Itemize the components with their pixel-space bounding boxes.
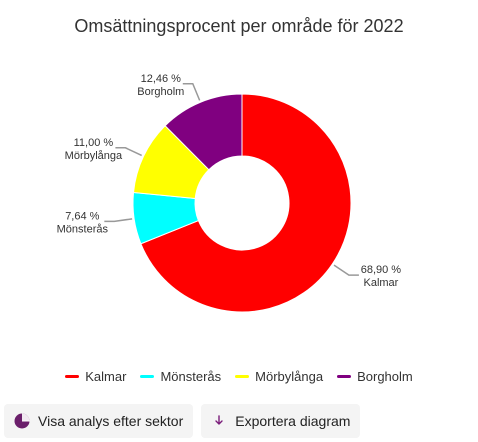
chart-title: Omsättningsprocent per område för 2022 [74,16,404,36]
sector-analysis-button[interactable]: Visa analys efter sektor [4,404,194,438]
label-connector-borgholm [182,83,201,101]
export-chart-button[interactable]: Exportera diagram [201,404,361,438]
data-label-value: 12,46 % [141,73,182,85]
data-label-value: 68,90 % [361,264,402,276]
label-connector-mörbylånga [115,147,143,157]
chart-legend: Kalmar Mönsterås Mörbylånga Borgholm [0,369,478,384]
legend-item-kalmar[interactable]: Kalmar [65,369,126,384]
pie-chart-icon [14,413,30,429]
legend-label: Mönsterås [160,369,222,384]
label-connector-kalmar [333,264,359,276]
slice-borgholm[interactable] [164,93,243,171]
data-label-value: 11,00 % [74,137,114,149]
legend-label: Borgholm [357,369,413,384]
legend-item-borgholm[interactable]: Borgholm [337,369,413,384]
data-label-category: Mönsterås [57,223,109,235]
legend-item-mönsterås[interactable]: Mönsterås [140,369,221,384]
legend-swatch [65,375,80,378]
legend-label: Kalmar [85,369,127,384]
data-label-category: Borgholm [137,86,184,98]
label-connector-mönsterås [104,218,133,223]
sector-analysis-label: Visa analys efter sektor [38,413,184,429]
chart-actions: Visa analys efter sektor Exportera diagr… [4,404,361,438]
data-label-category: Mörbylånga [65,150,123,162]
data-label-value: 7,64 % [65,210,99,222]
slice-kalmar[interactable] [140,93,352,313]
legend-swatch [235,375,250,378]
donut-chart: 68,90 %Kalmar 7,64 %Mönsterås 11,00 %Mörby… [57,73,402,313]
legend-item-mörbylånga[interactable]: Mörbylånga [235,369,323,384]
legend-swatch [337,375,352,378]
data-label-category: Kalmar [363,277,398,289]
export-chart-label: Exportera diagram [235,413,351,429]
legend-label: Mörbylånga [255,369,324,384]
legend-swatch [140,375,155,378]
download-arrow-icon [211,413,227,429]
